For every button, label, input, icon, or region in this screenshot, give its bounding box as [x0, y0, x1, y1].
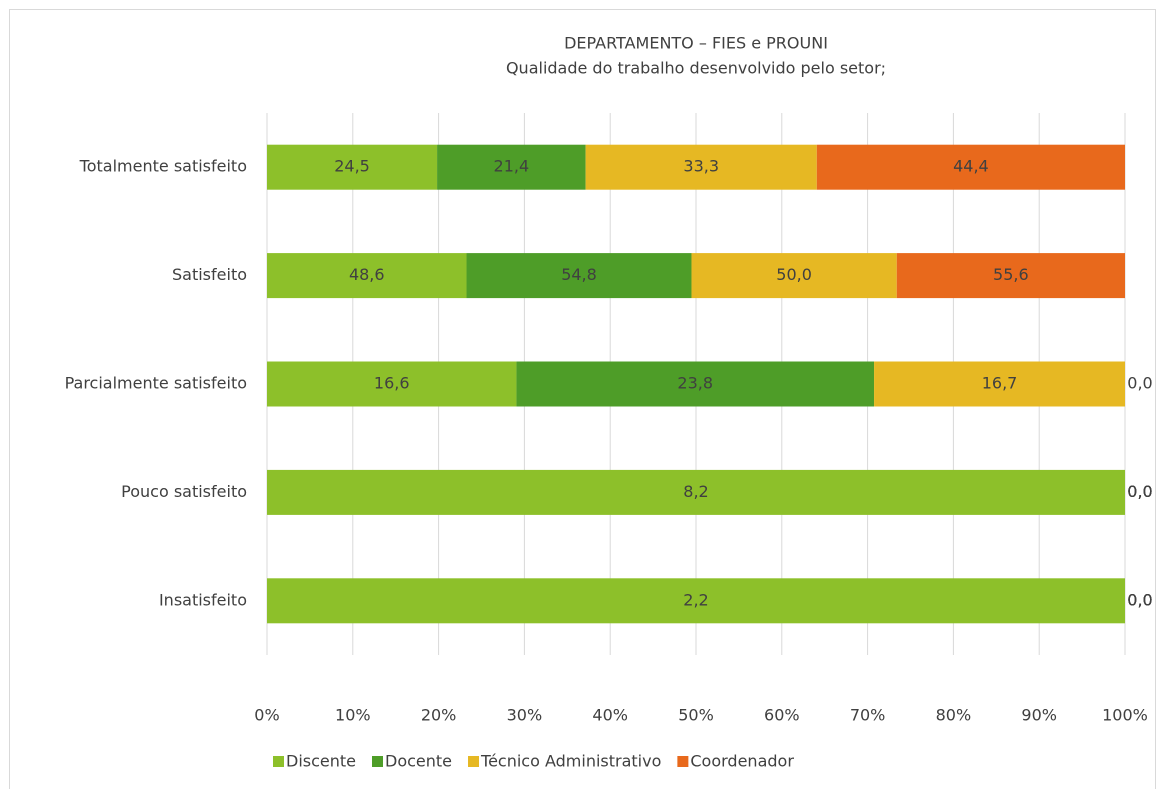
data-label: 8,2 [683, 482, 708, 501]
x-tick-label: 10% [335, 706, 371, 725]
bar-segment [816, 144, 1125, 190]
bar-segment [267, 144, 438, 190]
y-tick-label: Pouco satisfeito [121, 482, 247, 501]
data-label: 2,2 [683, 590, 708, 609]
legend-swatch [372, 756, 383, 767]
data-label: 55,6 [993, 265, 1029, 284]
data-label: 44,4 [953, 157, 989, 176]
x-tick-label: 70% [850, 706, 886, 725]
y-tick-label: Parcialmente satisfeito [65, 374, 247, 393]
data-label: 16,7 [982, 374, 1018, 393]
bar-segment [874, 361, 1125, 407]
x-tick-label: 20% [421, 706, 457, 725]
legend-swatch [273, 756, 284, 767]
data-label: 24,5 [334, 157, 370, 176]
data-label: 23,8 [677, 374, 713, 393]
bar-segment [896, 253, 1125, 299]
bar-segment [267, 469, 1125, 515]
y-tick-label: Satisfeito [172, 265, 247, 284]
data-label: 48,6 [349, 265, 385, 284]
x-tick-label: 30% [507, 706, 543, 725]
data-label: 0,0 [1127, 482, 1152, 501]
bar-segment [516, 361, 875, 407]
x-tick-label: 60% [764, 706, 800, 725]
x-tick-label: 90% [1021, 706, 1057, 725]
bar-segment [466, 253, 692, 299]
bar-segment [437, 144, 586, 190]
data-label: 54,8 [561, 265, 597, 284]
bar-segment [267, 253, 467, 299]
x-tick-label: 40% [592, 706, 628, 725]
data-label: 16,6 [374, 374, 410, 393]
x-tick-label: 50% [678, 706, 714, 725]
bar-segment [691, 253, 897, 299]
x-tick-label: 100% [1102, 706, 1148, 725]
bar-segment [267, 361, 517, 407]
legend-label: Discente [286, 752, 356, 771]
y-tick-label: Insatisfeito [159, 590, 247, 609]
chart-title: DEPARTAMENTO – FIES e PROUNI [564, 34, 828, 53]
data-label: 0,0 [1127, 374, 1152, 393]
data-label: 0,0 [1127, 590, 1152, 609]
data-label: 0,0 [1127, 590, 1152, 609]
legend-swatch [468, 756, 480, 767]
legend-swatch [677, 756, 689, 767]
x-tick-label: 0% [254, 706, 279, 725]
bar-segment [585, 144, 817, 190]
data-label: 33,3 [683, 157, 719, 176]
data-label: 50,0 [776, 265, 812, 284]
y-tick-label: Totalmente satisfeito [79, 157, 247, 176]
data-label: 0,0 [1127, 482, 1152, 501]
data-label: 21,4 [494, 157, 530, 176]
legend-label: Docente [385, 752, 452, 771]
x-tick-label: 80% [936, 706, 972, 725]
data-label: 0,0 [1127, 590, 1152, 609]
legend-label: Coordenador [690, 752, 794, 771]
chart-subtitle: Qualidade do trabalho desenvolvido pelo … [506, 59, 886, 78]
legend-label: Técnico Administrativo [480, 752, 661, 771]
bar-segment [267, 578, 1125, 624]
data-label: 0,0 [1127, 482, 1152, 501]
